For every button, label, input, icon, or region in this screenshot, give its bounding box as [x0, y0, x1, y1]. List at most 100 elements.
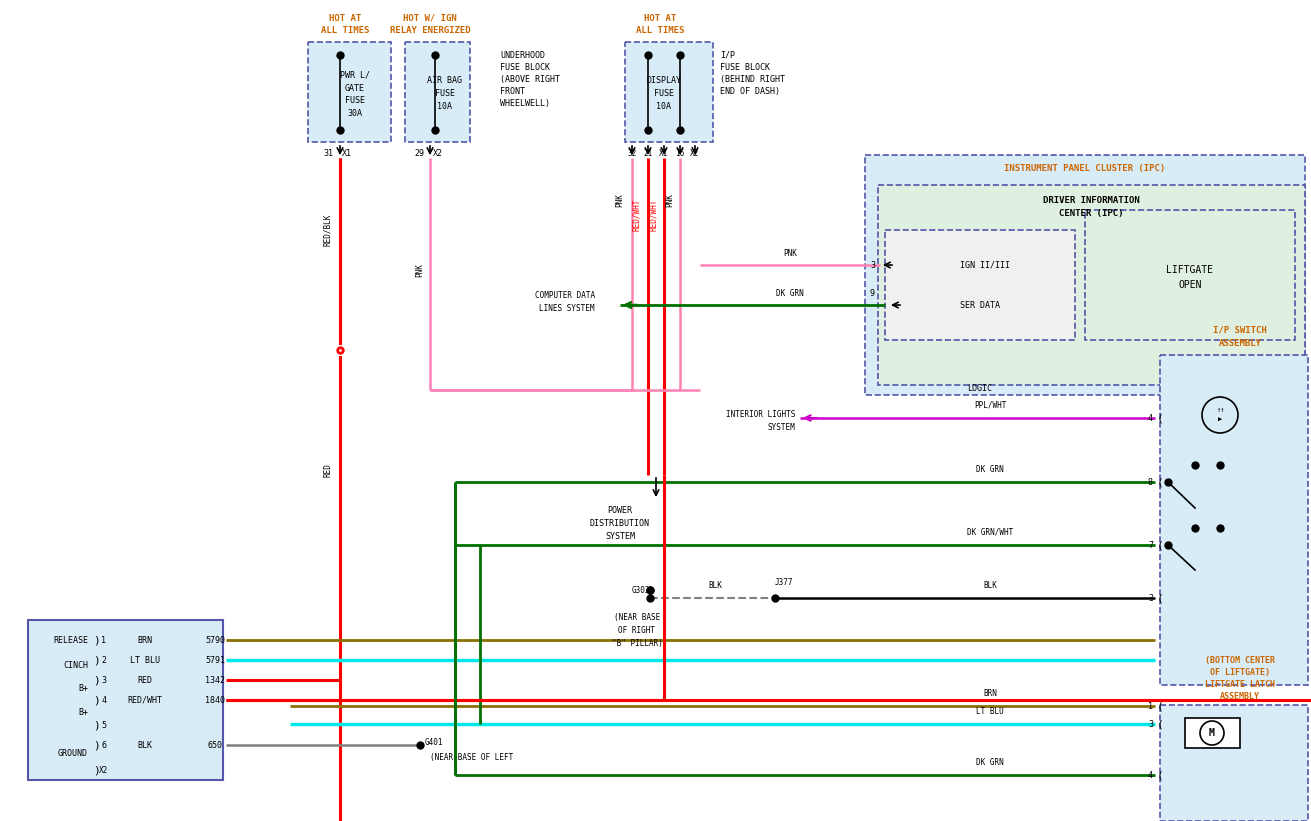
Text: POWER: POWER — [607, 506, 632, 515]
Text: (: ( — [1156, 540, 1163, 550]
Bar — [865, 155, 1304, 395]
Text: PPL/WHT: PPL/WHT — [974, 401, 1006, 410]
Text: (: ( — [1156, 701, 1163, 711]
Text: I/P: I/P — [720, 51, 735, 59]
Text: ): ) — [93, 675, 100, 685]
Text: ALL TIMES: ALL TIMES — [636, 25, 684, 34]
Text: 31: 31 — [323, 149, 333, 158]
Text: 2: 2 — [101, 655, 106, 664]
Text: "B" PILLAR): "B" PILLAR) — [611, 639, 662, 648]
Bar — [1185, 718, 1240, 748]
Text: G401: G401 — [425, 737, 443, 746]
Text: ASSEMBLY: ASSEMBLY — [1221, 691, 1260, 700]
Bar — [28, 620, 223, 780]
Text: INTERIOR LIGHTS: INTERIOR LIGHTS — [725, 410, 794, 419]
Text: 650: 650 — [207, 741, 223, 750]
Text: 8: 8 — [1148, 478, 1152, 487]
Text: 10A: 10A — [438, 102, 452, 111]
Text: END OF DASH): END OF DASH) — [720, 86, 780, 95]
Text: PNK: PNK — [416, 263, 425, 277]
Text: (NEAR BASE: (NEAR BASE — [614, 612, 661, 621]
Text: 21: 21 — [644, 149, 653, 158]
Text: RELAY ENERGIZED: RELAY ENERGIZED — [389, 25, 471, 34]
Text: BRN: BRN — [138, 635, 152, 644]
Bar — [1160, 705, 1308, 821]
Bar — [885, 230, 1075, 340]
Text: ): ) — [93, 765, 100, 775]
Text: LIFTGATE LATCH: LIFTGATE LATCH — [1205, 680, 1276, 689]
Text: ASSEMBLY: ASSEMBLY — [1218, 338, 1261, 347]
Text: FUSE: FUSE — [654, 89, 674, 98]
Text: FUSE: FUSE — [345, 95, 364, 104]
Text: PNK: PNK — [783, 249, 797, 258]
Text: ): ) — [93, 695, 100, 705]
Text: 16: 16 — [675, 149, 684, 158]
Text: 6: 6 — [101, 741, 106, 750]
Text: I/P SWITCH: I/P SWITCH — [1213, 325, 1266, 334]
Text: RED/WHT: RED/WHT — [632, 199, 641, 232]
Text: X1: X1 — [342, 149, 351, 158]
Text: 29: 29 — [414, 149, 423, 158]
Text: ): ) — [93, 655, 100, 665]
Text: CINCH: CINCH — [63, 661, 88, 669]
Text: (BEHIND RIGHT: (BEHIND RIGHT — [720, 75, 785, 84]
Text: X2: X2 — [433, 149, 443, 158]
Text: ): ) — [93, 740, 100, 750]
Text: UNDERHOOD: UNDERHOOD — [499, 51, 545, 59]
Text: COMPUTER DATA: COMPUTER DATA — [535, 291, 595, 300]
Text: HOT AT: HOT AT — [329, 13, 361, 22]
Text: AIR BAG: AIR BAG — [427, 76, 463, 85]
Text: OPEN: OPEN — [1179, 280, 1202, 290]
Text: 3: 3 — [1148, 719, 1152, 728]
Text: 1840: 1840 — [205, 695, 225, 704]
Text: B+: B+ — [77, 708, 88, 717]
Text: DK GRN: DK GRN — [977, 465, 1004, 474]
Text: BLK: BLK — [983, 580, 996, 589]
Text: 4: 4 — [101, 695, 106, 704]
Text: FUSE: FUSE — [435, 89, 455, 98]
Bar — [625, 42, 713, 142]
Text: LIFTGATE: LIFTGATE — [1167, 265, 1214, 275]
Text: WHEELWELL): WHEELWELL) — [499, 99, 551, 108]
Text: PNK: PNK — [666, 193, 674, 207]
Text: HOT W/ IGN: HOT W/ IGN — [402, 13, 456, 22]
Text: SYSTEM: SYSTEM — [767, 423, 794, 432]
Text: J377: J377 — [775, 577, 793, 586]
Text: ): ) — [93, 720, 100, 730]
Text: (ABOVE RIGHT: (ABOVE RIGHT — [499, 75, 560, 84]
Text: (NEAR BASE OF LEFT: (NEAR BASE OF LEFT — [430, 753, 513, 762]
Text: PNK: PNK — [615, 193, 624, 207]
Text: DK GRN/WHT: DK GRN/WHT — [968, 528, 1013, 536]
Text: LINES SYSTEM: LINES SYSTEM — [540, 304, 595, 313]
Text: DISPLAY: DISPLAY — [646, 76, 682, 85]
Text: 30A: 30A — [347, 108, 363, 117]
Text: OF RIGHT: OF RIGHT — [619, 626, 656, 635]
Text: HOT AT: HOT AT — [644, 13, 676, 22]
Bar — [405, 42, 471, 142]
Text: LT BLU: LT BLU — [130, 655, 160, 664]
Text: DK GRN: DK GRN — [977, 758, 1004, 767]
Text: RELEASE: RELEASE — [52, 635, 88, 644]
Text: OF LIFTGATE): OF LIFTGATE) — [1210, 667, 1270, 677]
Text: INSTRUMENT PANEL CLUSTER (IPC): INSTRUMENT PANEL CLUSTER (IPC) — [1004, 163, 1165, 172]
Text: 5: 5 — [101, 721, 106, 730]
Text: (: ( — [1156, 413, 1163, 423]
Bar — [878, 185, 1304, 385]
Bar — [308, 42, 391, 142]
Bar — [1086, 210, 1295, 340]
Text: X1: X1 — [659, 149, 669, 158]
Text: GATE: GATE — [345, 84, 364, 93]
Text: FUSE BLOCK: FUSE BLOCK — [499, 62, 551, 71]
Text: 5790: 5790 — [205, 635, 225, 644]
Text: RED/BLK: RED/BLK — [324, 213, 333, 246]
Text: 4: 4 — [1148, 414, 1152, 423]
Text: 3: 3 — [871, 260, 874, 269]
Text: 1: 1 — [101, 635, 106, 644]
Text: ): ) — [93, 635, 100, 645]
Text: ▶: ▶ — [1218, 417, 1222, 423]
Text: 10A: 10A — [657, 102, 671, 111]
Text: X2: X2 — [691, 149, 700, 158]
Text: DISTRIBUTION: DISTRIBUTION — [590, 519, 650, 528]
Text: (BOTTOM CENTER: (BOTTOM CENTER — [1205, 655, 1276, 664]
Text: M: M — [1209, 728, 1215, 738]
